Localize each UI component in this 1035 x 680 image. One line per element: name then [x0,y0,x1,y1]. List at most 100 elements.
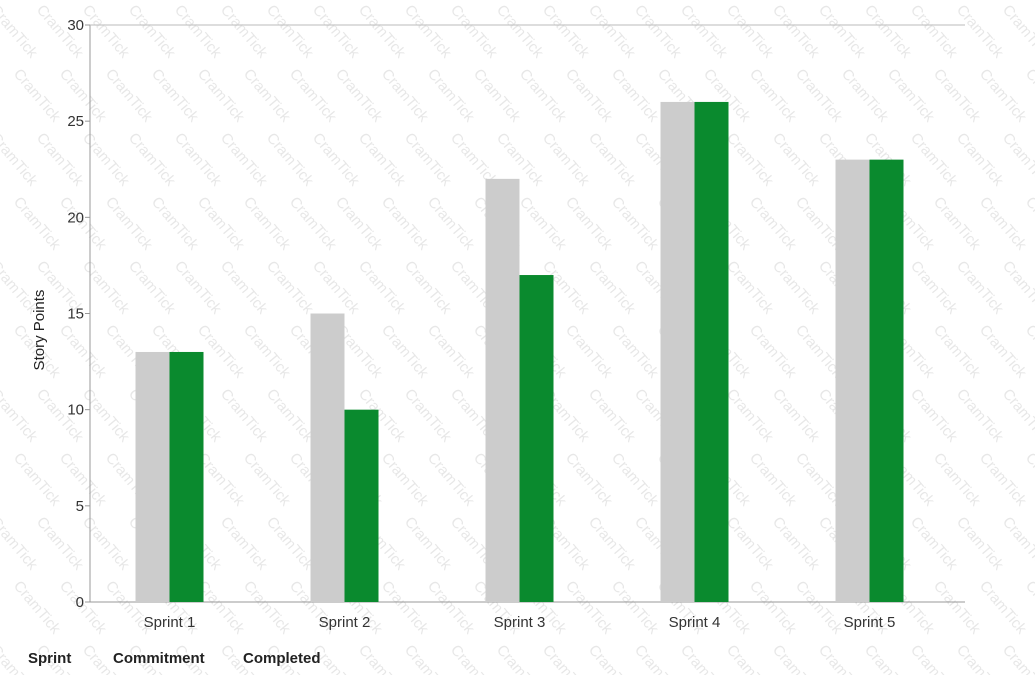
y-tick-label: 30 [67,17,84,34]
x-tick-label: Sprint 1 [144,614,196,631]
watermark-text: CramTick [240,322,294,382]
watermark-text: CramTick [815,2,869,62]
watermark-text: CramTick [539,130,593,190]
watermark-text: CramTick [953,130,1007,190]
y-tick-label: 5 [76,498,84,515]
watermark-text: CramTick [723,130,777,190]
watermark-text: CramTick [148,66,202,126]
watermark-text: CramTick [746,322,800,382]
watermark-text: CramTick [631,2,685,62]
watermark-text: CramTick [378,194,432,254]
column-header-commitment: Commitment [113,650,205,667]
watermark-text: CramTick [171,2,225,62]
watermark-text: CramTick [102,66,156,126]
watermark-text: CramTick [309,130,363,190]
watermark-text: CramTick [562,322,616,382]
watermark-text: CramTick [746,450,800,510]
watermark-text: CramTick [539,2,593,62]
watermark-text: CramTick [976,322,1030,382]
watermark-text: CramTick [907,2,961,62]
axes-layer: 0 5 10 15 20 25 30 Sprint 1 Sprint 2 Sprint 3 Spri… [67,17,965,631]
watermark-text: CramTick [378,578,432,638]
bar-completed-4 [694,101,729,602]
watermark-text: CramTick [930,322,984,382]
watermark-text: CramTick [424,66,478,126]
watermark-text: CramTick [217,514,271,574]
watermark-text: CramTick [424,578,478,638]
watermark-text: CramTick [516,66,570,126]
watermark-text: CramTick [240,66,294,126]
watermark-text: CramTick [286,66,340,126]
watermark-text: CramTick [838,66,892,126]
watermark-text: CramTick [999,2,1035,62]
bar-completed-3 [519,275,554,602]
x-tick-label: Sprint 2 [319,614,371,631]
watermark-text: CramTick [355,130,409,190]
watermark-text: CramTick [516,194,570,254]
x-tick-label: Sprint 4 [669,614,721,631]
watermark-text: CramTick [976,66,1030,126]
watermark-text: CramTick [861,2,915,62]
watermark-text: CramTick [769,258,823,318]
watermark-text: CramTick [769,130,823,190]
watermark-text: CramTick [125,2,179,62]
bar-commitment-3 [485,178,520,602]
watermark-text: CramTick [263,514,317,574]
watermark-text: CramTick [907,386,961,446]
y-tick-label: 0 [76,594,84,611]
watermark-text: CramTick [723,2,777,62]
watermark-text: CramTick [401,130,455,190]
y-tick-label: 10 [67,402,84,419]
watermark-text: CramTick [608,322,662,382]
watermark-text: CramTick [953,2,1007,62]
watermark-text: CramTick [930,194,984,254]
y-axis-label: Story Points [31,290,48,371]
watermark-text: CramTick [907,130,961,190]
bar-completed-1 [169,351,204,602]
watermark-text: CramTick [424,194,478,254]
watermark-text: CramTick [608,194,662,254]
bar-completed-5 [869,159,904,602]
watermark-text: CramTick [999,130,1035,190]
watermark-text: CramTick [585,130,639,190]
watermark-text: CramTick [217,2,271,62]
watermark-text: CramTick [263,258,317,318]
watermark-text: CramTick [263,130,317,190]
y-tick-label: 15 [67,306,84,323]
watermark-text: CramTick [746,194,800,254]
y-tick-label: 20 [67,209,84,226]
watermark-text: CramTick [930,66,984,126]
watermark-text: CramTick [355,2,409,62]
watermark-text: CramTick [56,322,110,382]
watermark-text: CramTick [217,130,271,190]
watermark-text: CramTick [976,450,1030,510]
watermark-text: CramTick [79,2,133,62]
bar-commitment-2 [310,313,345,602]
watermark-text: CramTick [424,450,478,510]
watermark-text: CramTick [792,66,846,126]
watermark-text: CramTick [217,386,271,446]
watermark-text: CramTick [332,66,386,126]
watermark-text: CramTick [907,514,961,574]
column-header-sprint: Sprint [28,650,72,667]
watermark-text: CramTick [217,258,271,318]
column-header-completed: Completed [243,650,321,667]
watermark-text: CramTick [723,258,777,318]
watermark-text: CramTick [378,450,432,510]
watermark-text: CramTick [194,194,248,254]
watermark-text: CramTick [976,578,1030,638]
watermark-text: CramTick [401,386,455,446]
watermark-text: CramTick [378,322,432,382]
watermark-text: CramTick [263,386,317,446]
watermark-text: CramTick [746,66,800,126]
watermark-text: CramTick [33,130,87,190]
watermark-text: CramTick [884,66,938,126]
watermark-text: CramTick [263,2,317,62]
watermark-text: CramTick [102,194,156,254]
watermark-text: CramTick [194,66,248,126]
watermark-text: CramTick [769,514,823,574]
watermark-text: CramTick [723,514,777,574]
watermark-text: CramTick [171,258,225,318]
